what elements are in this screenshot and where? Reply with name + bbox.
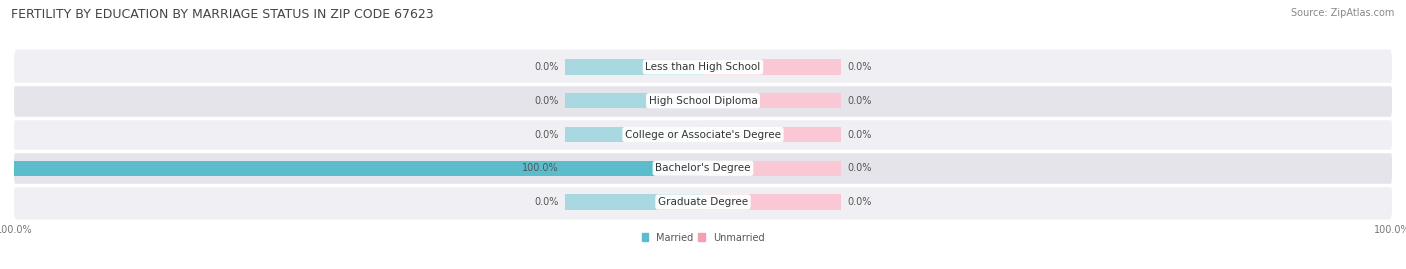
Bar xyxy=(565,93,703,108)
Legend: Married, Unmarried: Married, Unmarried xyxy=(638,229,768,247)
FancyBboxPatch shape xyxy=(14,185,1392,220)
Text: College or Associate's Degree: College or Associate's Degree xyxy=(626,129,780,140)
Text: FERTILITY BY EDUCATION BY MARRIAGE STATUS IN ZIP CODE 67623: FERTILITY BY EDUCATION BY MARRIAGE STATU… xyxy=(11,8,434,21)
Text: Less than High School: Less than High School xyxy=(645,62,761,72)
Text: 0.0%: 0.0% xyxy=(534,62,558,72)
Bar xyxy=(703,127,841,142)
Text: 0.0%: 0.0% xyxy=(848,197,872,207)
Text: High School Diploma: High School Diploma xyxy=(648,96,758,106)
FancyBboxPatch shape xyxy=(14,117,1392,152)
Text: 0.0%: 0.0% xyxy=(534,129,558,140)
Bar xyxy=(565,161,703,176)
FancyBboxPatch shape xyxy=(14,151,1392,186)
Text: 0.0%: 0.0% xyxy=(848,62,872,72)
Text: 0.0%: 0.0% xyxy=(534,197,558,207)
FancyBboxPatch shape xyxy=(14,83,1392,118)
FancyBboxPatch shape xyxy=(14,49,1392,84)
Bar xyxy=(703,59,841,75)
Text: 100.0%: 100.0% xyxy=(522,163,558,173)
Text: Source: ZipAtlas.com: Source: ZipAtlas.com xyxy=(1291,8,1395,18)
Bar xyxy=(703,93,841,108)
Text: Graduate Degree: Graduate Degree xyxy=(658,197,748,207)
Text: 0.0%: 0.0% xyxy=(534,96,558,106)
Bar xyxy=(565,59,703,75)
Text: 0.0%: 0.0% xyxy=(848,163,872,173)
Text: 0.0%: 0.0% xyxy=(848,129,872,140)
Bar xyxy=(565,194,703,210)
Text: 0.0%: 0.0% xyxy=(848,96,872,106)
Bar xyxy=(14,161,703,176)
Bar xyxy=(703,194,841,210)
Text: Bachelor's Degree: Bachelor's Degree xyxy=(655,163,751,173)
Bar xyxy=(565,127,703,142)
Bar xyxy=(703,161,841,176)
